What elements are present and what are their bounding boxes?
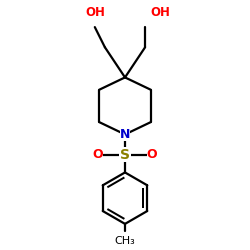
Text: OH: OH [151, 6, 171, 19]
Text: S: S [120, 148, 130, 162]
Text: OH: OH [85, 6, 105, 19]
Text: O: O [93, 148, 104, 161]
Text: CH₃: CH₃ [114, 236, 136, 246]
Text: N: N [120, 128, 130, 141]
Text: O: O [146, 148, 157, 161]
